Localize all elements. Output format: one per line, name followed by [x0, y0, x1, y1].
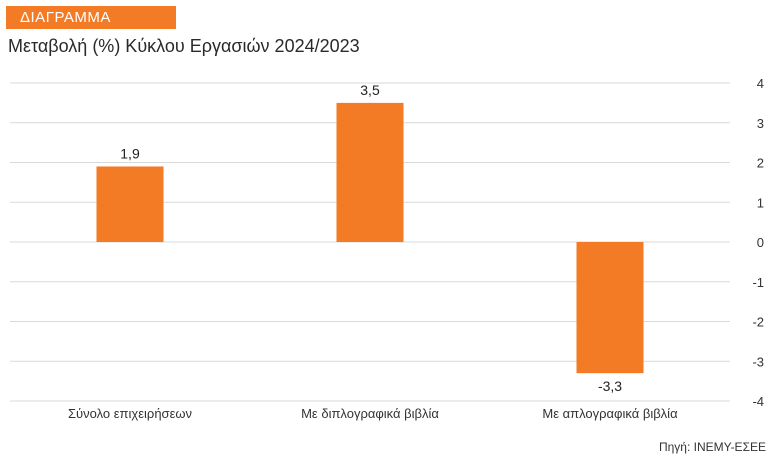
y-tick-label: 4 — [757, 76, 764, 91]
chart-title: Μεταβολή (%) Κύκλου Εργασιών 2024/2023 — [8, 36, 360, 56]
y-tick-label: -2 — [752, 315, 764, 330]
bar — [576, 242, 644, 374]
y-tick-label: -3 — [752, 354, 764, 369]
x-category-label: Με απλογραφικά βιβλία — [542, 406, 678, 421]
bars — [96, 102, 644, 374]
bar — [336, 102, 404, 242]
diagram-badge: ΔΙΑΓΡΑΜΜΑ — [6, 6, 176, 29]
y-tick-label: 3 — [757, 116, 764, 131]
y-axis-ticks: 4 3 2 1 0 -1 -2 -3 -4 — [752, 76, 764, 409]
data-labels: 1,9 3,5 -3,3 — [120, 82, 622, 394]
bar — [96, 166, 164, 242]
y-tick-label: 1 — [757, 195, 764, 210]
x-category-label: Σύνολο επιχειρήσεων — [68, 406, 192, 421]
x-axis-categories: Σύνολο επιχειρήσεων Με διπλογραφικά βιβλί… — [68, 406, 678, 421]
data-label: -3,3 — [598, 378, 622, 394]
data-label: 1,9 — [120, 145, 140, 161]
y-tick-label: -4 — [752, 394, 764, 409]
source-note: Πηγή: ΙΝΕΜΥ-ΕΣΕΕ — [658, 440, 766, 454]
x-category-label: Με διπλογραφικά βιβλία — [301, 406, 439, 421]
data-label: 3,5 — [360, 82, 380, 98]
y-tick-label: 0 — [757, 235, 764, 250]
y-tick-label: 2 — [757, 156, 764, 171]
y-tick-label: -1 — [752, 275, 764, 290]
